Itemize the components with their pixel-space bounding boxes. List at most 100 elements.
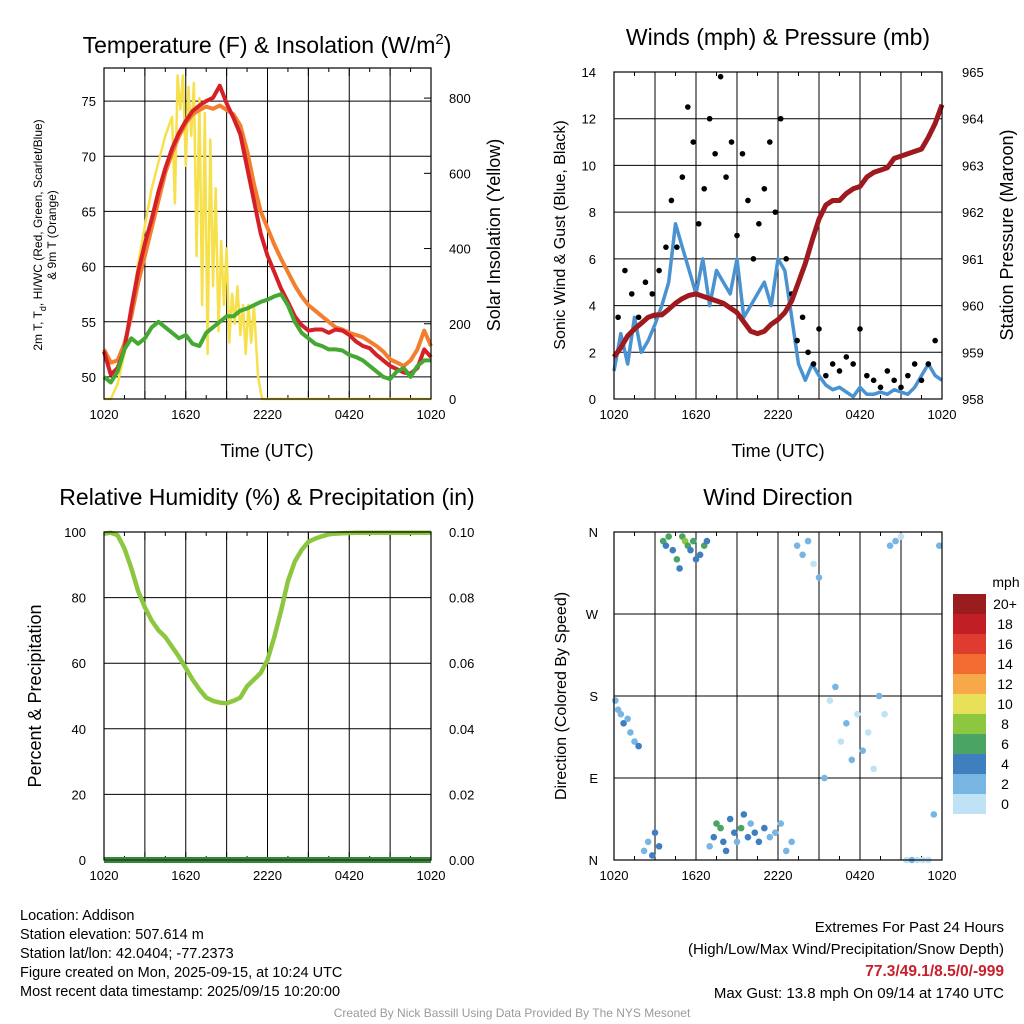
direction-point bbox=[747, 820, 754, 827]
chart-title: Winds (mph) & Pressure (mb) bbox=[626, 24, 930, 50]
direction-point bbox=[726, 815, 734, 823]
y-axis-label: Direction (Colored By Speed) bbox=[553, 592, 570, 800]
y-axis-label: Sonic Wind & Gust (Blue, Black) bbox=[552, 120, 569, 349]
legend-swatch bbox=[953, 694, 986, 714]
legend-swatch bbox=[953, 614, 986, 634]
y-tick-label: 80 bbox=[72, 591, 86, 606]
gust-point bbox=[777, 115, 784, 122]
gust-point bbox=[642, 279, 649, 286]
y-tick-label: 65 bbox=[82, 204, 96, 219]
y-tick-label: 60 bbox=[82, 260, 96, 275]
legend-label: 6 bbox=[1001, 736, 1009, 752]
direction-point bbox=[730, 829, 738, 836]
recent-text: Most recent data timestamp: 2025/09/15 1… bbox=[20, 984, 341, 1000]
chart-title: Wind Direction bbox=[703, 484, 853, 510]
temperature-line bbox=[102, 83, 433, 377]
elevation-text: Station elevation: 507.614 m bbox=[20, 927, 204, 943]
gust-point bbox=[884, 368, 891, 374]
direction-point bbox=[815, 574, 823, 581]
gust-point bbox=[734, 232, 740, 239]
y2-tick-label: 964 bbox=[962, 112, 984, 127]
direction-point bbox=[821, 774, 828, 782]
y2-tick-label: 0.06 bbox=[449, 656, 474, 671]
legend-label: 20+ bbox=[993, 596, 1017, 612]
direction-point bbox=[853, 710, 861, 718]
direction-point bbox=[886, 542, 894, 549]
direction-point bbox=[720, 838, 727, 846]
gust-point bbox=[701, 185, 707, 192]
direction-point bbox=[804, 537, 812, 545]
direction-point bbox=[717, 824, 724, 832]
y2-tick-label: 0.00 bbox=[449, 853, 474, 868]
x-tick-label: 1020 bbox=[600, 407, 629, 422]
y2-tick-label: 0.10 bbox=[449, 525, 474, 540]
gust-point bbox=[750, 256, 757, 262]
y-tick-label: 70 bbox=[82, 149, 96, 164]
direction-point bbox=[788, 838, 795, 846]
y-tick-label: E bbox=[589, 771, 598, 786]
legend-label: 8 bbox=[1001, 716, 1009, 732]
y-tick-label: 40 bbox=[72, 722, 86, 737]
direction-point bbox=[892, 537, 899, 545]
y2-tick-label: 600 bbox=[449, 166, 471, 181]
gust-point bbox=[739, 150, 746, 157]
x-tick-label: 2220 bbox=[764, 868, 793, 883]
gust-point bbox=[761, 185, 768, 192]
x-axis-label: Time (UTC) bbox=[731, 441, 824, 461]
y-tick-label: N bbox=[589, 853, 598, 868]
chart-title: Temperature (F) & Insolation (W/m2) bbox=[83, 31, 452, 58]
gust-point bbox=[799, 314, 806, 321]
y-tick-label: 20 bbox=[72, 787, 86, 802]
winds-panel: 1020 1620 2220 0420 1020 0 2 4 6 8 10 12 14 958 959 960… bbox=[552, 24, 1017, 461]
humidity-panel: 1020 1620 2220 0420 1020 0 20 40 60 80 100 0.00 0.02… bbox=[25, 484, 475, 883]
y2-tick-label: 400 bbox=[449, 242, 471, 257]
gust-point bbox=[695, 221, 702, 227]
y-axis-label: 2m T, Td, HI/WC (Red, Green, Scarlet/Blu… bbox=[31, 119, 48, 350]
x-tick-label: 2220 bbox=[253, 407, 282, 422]
extremes-title: Extremes For Past 24 Hours bbox=[814, 919, 1004, 936]
x-tick-label: 1020 bbox=[90, 868, 119, 883]
gust-point bbox=[656, 267, 662, 274]
direction-point bbox=[673, 556, 681, 563]
gust-point bbox=[706, 115, 713, 122]
direction-point bbox=[655, 843, 663, 850]
legend-label: 0 bbox=[1001, 796, 1009, 812]
y2-tick-label: 0.02 bbox=[449, 787, 474, 802]
direction-point bbox=[617, 710, 625, 718]
gust-point bbox=[723, 174, 729, 180]
direction-point bbox=[897, 533, 905, 540]
direction-point bbox=[696, 551, 704, 559]
direction-point bbox=[635, 742, 642, 750]
gust-point bbox=[767, 139, 773, 145]
x-tick-label: 0420 bbox=[846, 868, 875, 883]
gust-point bbox=[932, 337, 938, 344]
x-tick-label: 0420 bbox=[846, 407, 875, 422]
gust-point bbox=[816, 326, 822, 332]
x-tick-label: 2220 bbox=[764, 407, 793, 422]
plot-border bbox=[613, 531, 943, 861]
gust-point bbox=[911, 361, 918, 367]
x-tick-label: 2220 bbox=[253, 868, 282, 883]
y-tick-label: 0 bbox=[79, 853, 86, 868]
y-tick-label: 55 bbox=[82, 315, 96, 330]
gust-point bbox=[615, 314, 621, 321]
direction-point bbox=[843, 720, 850, 727]
gust-point bbox=[898, 384, 904, 391]
direction-point bbox=[620, 720, 627, 727]
gust-point bbox=[805, 349, 811, 356]
direction-point bbox=[881, 710, 888, 718]
plot-border bbox=[103, 531, 432, 861]
direction-point bbox=[676, 565, 683, 572]
direction-point bbox=[644, 838, 652, 846]
gust-point bbox=[836, 368, 843, 374]
legend-swatch bbox=[953, 634, 986, 654]
plot-border bbox=[613, 71, 943, 400]
y-tick-label: 100 bbox=[64, 525, 86, 540]
gust-point bbox=[674, 244, 680, 250]
y2-tick-label: 960 bbox=[962, 299, 984, 314]
y2-tick-label: 959 bbox=[962, 345, 984, 360]
gust-point bbox=[679, 174, 686, 180]
gust-point bbox=[877, 384, 884, 391]
x-tick-label: 1620 bbox=[171, 407, 200, 422]
